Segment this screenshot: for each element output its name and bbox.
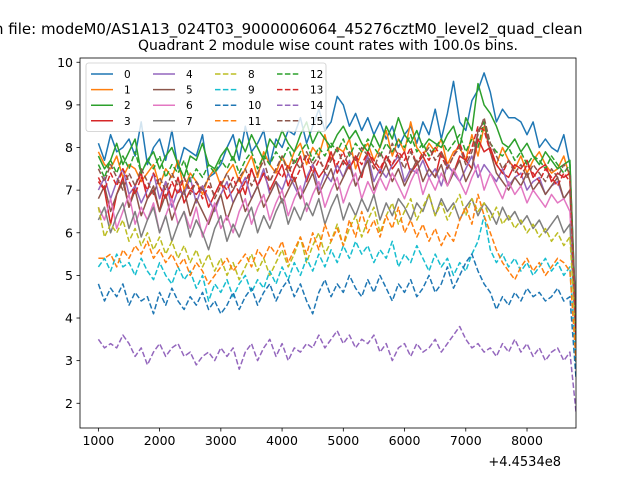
y-tick-label-3: 3 [65,353,73,368]
series-line-15 [97,116,576,323]
series-line-12 [97,121,576,331]
x-tick-label-5000: 5000 [327,433,359,448]
axes: 1000 2000 3000 4000 5000 6000 7000 8000 2 3 4 5 6 7 8 9… [57,55,577,448]
series-line-11 [98,193,576,361]
legend-box [85,62,327,132]
y-tick-label-4: 4 [65,311,73,326]
y-tick-label-7: 7 [65,183,73,198]
legend-label-3: 3 [124,116,131,128]
x-tick-label-4000: 4000 [266,433,298,448]
legend-label-12: 12 [310,69,323,81]
legend-label-2: 2 [124,100,131,112]
axes-frame [79,57,577,429]
legend-label-6: 6 [186,100,193,112]
y-tick-label-9: 9 [65,97,73,112]
legend-label-10: 10 [248,100,261,112]
series-lines [97,72,576,412]
y-tick-label-10: 10 [57,55,73,70]
legend-label-7: 7 [186,116,193,128]
legend-label-4: 4 [186,69,193,81]
y-tick-label-2: 2 [65,396,73,411]
x-tick-label-1000: 1000 [82,433,114,448]
series-line-5 [97,121,576,327]
figure-suptitle: n file: modeM0/AS1A13_024T03_9000006064_… [0,20,583,39]
series-line-8 [97,193,576,340]
x-tick-label-7000: 7000 [450,433,482,448]
series-line-2 [97,82,576,327]
legend-label-14: 14 [310,100,324,112]
plot-area [97,72,576,412]
legend-label-1: 1 [124,85,131,97]
x-tick-label-3000: 3000 [205,433,237,448]
x-tick-label-2000: 2000 [144,433,176,448]
x-offset-label: +4.4534e8 [488,455,561,470]
legend-label-8: 8 [248,69,255,81]
series-line-13 [97,125,576,336]
legend-label-13: 13 [310,85,323,97]
series-line-0 [97,72,576,319]
legend-label-9: 9 [248,85,255,97]
y-tick-label-5: 5 [65,268,73,283]
x-tick-label-6000: 6000 [389,433,421,448]
y-tick-label-8: 8 [65,140,73,155]
series-line-7 [97,193,576,344]
x-tick-label-8000: 8000 [511,433,543,448]
chart-title: Quadrant 2 module wise count rates with … [138,38,518,54]
legend-label-11: 11 [248,116,261,128]
series-line-10 [97,253,576,378]
y-tick-label-6: 6 [65,225,73,240]
legend-label-15: 15 [310,116,323,128]
legend-label-0: 0 [124,69,131,81]
legend-label-5: 5 [186,85,193,97]
